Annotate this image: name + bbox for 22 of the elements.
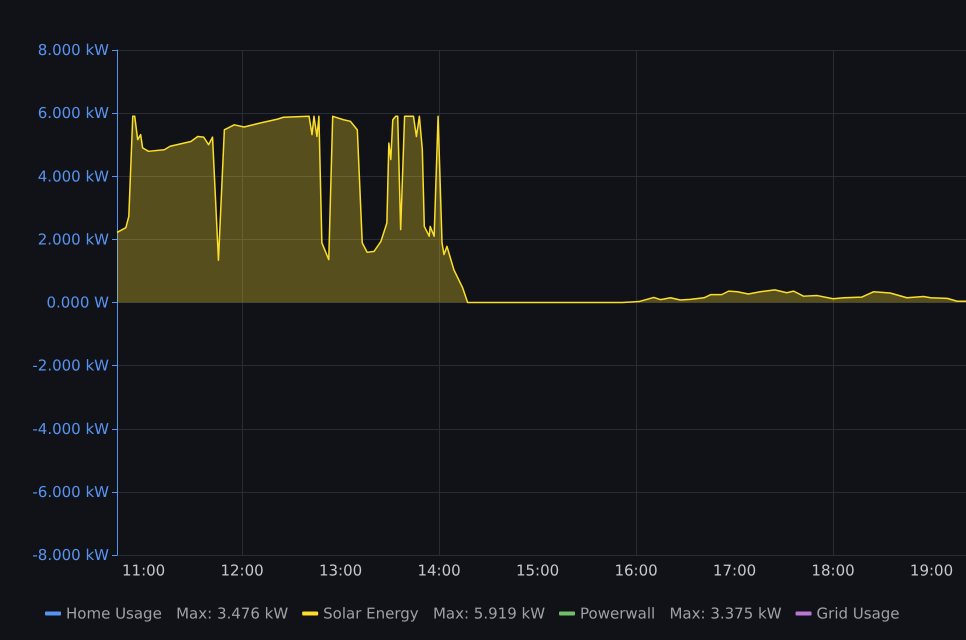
y-tick-label: -6.000 kW [32, 482, 110, 501]
y-tick-label: 4.000 kW [38, 167, 110, 186]
x-tick-label: 11:00 [122, 562, 166, 580]
text: Powerwall Max: 3.375 kW [580, 604, 782, 622]
y-tick-label: -4.000 kW [32, 420, 110, 438]
y-tick-label: 8.000 kW [38, 41, 110, 59]
x-tick-label: 15:00 [516, 562, 560, 580]
y-tick-label: 2.000 kW [38, 230, 110, 248]
y-tick-label: -8.000 kW [32, 546, 110, 564]
y-tick-label: 6.000 kW [38, 104, 110, 122]
x-tick-label: 16:00 [614, 562, 658, 580]
y-tick-label: 0.000 W [46, 294, 110, 312]
text: Home Usage Max: 3.476 kW [66, 604, 288, 622]
x-tick-label: 12:00 [220, 562, 264, 580]
y-tick-label: -2.000 kW [32, 356, 110, 375]
text: Solar Energy Max: 5.919 kW [323, 604, 546, 622]
x-tick-label: 18:00 [811, 562, 855, 580]
x-tick-label: 17:00 [712, 562, 756, 580]
legend-label: Grid Usage [816, 604, 900, 622]
x-tick-label: 13:00 [318, 562, 362, 580]
x-tick-label: 19:00 [910, 562, 954, 580]
x-tick-label: 14:00 [417, 562, 461, 580]
